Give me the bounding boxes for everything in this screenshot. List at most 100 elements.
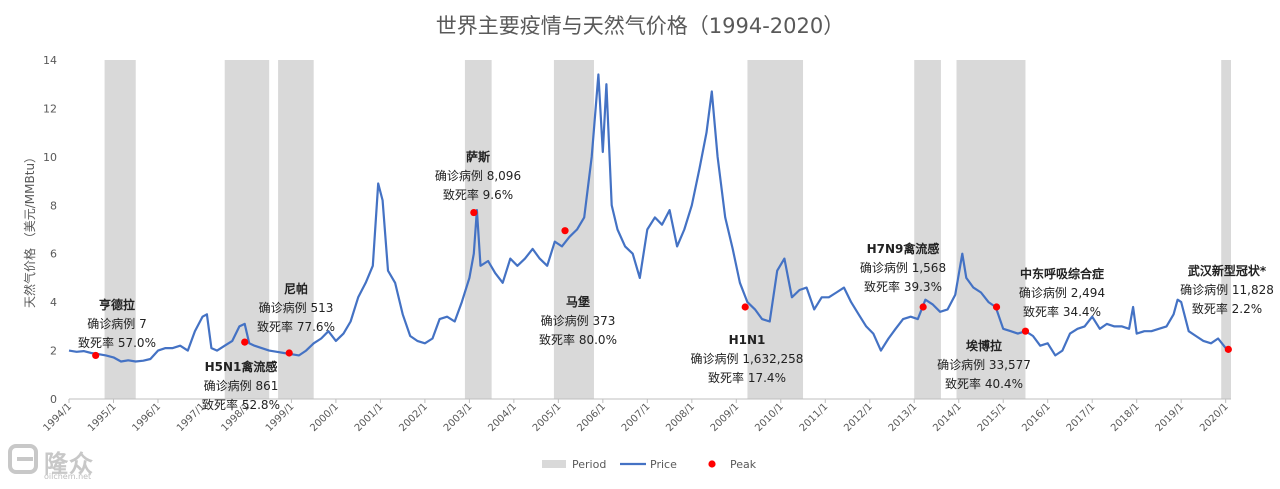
annotation-4: 马堡确诊病例 373 致死率 80.0%: [488, 293, 668, 350]
annotation-3: 萨斯确诊病例 8,096 致死率 9.6%: [388, 148, 568, 205]
y-axis-label: 天然气价格 （美元/MMBtu）: [22, 151, 37, 308]
x-tick-label: 1995/1: [86, 401, 119, 434]
annotation-cases: 确诊病例 2,494: [1018, 286, 1106, 300]
x-tick-label: 1994/1: [41, 401, 74, 434]
legend-swatch-peak: [708, 460, 716, 468]
peak-dot: [1021, 327, 1030, 335]
annotation-cases: 确诊病例 7: [87, 317, 147, 331]
x-tick-label: 2019/1: [1154, 401, 1187, 434]
peak-dot: [241, 338, 249, 346]
annotation-cases: 确诊病例 1,632,258: [690, 352, 804, 366]
annotation-rate: 致死率 9.6%: [442, 188, 514, 202]
annotation-rate: 致死率 57.0%: [78, 336, 156, 350]
annotation-name: 中东呼吸综合症: [1019, 267, 1104, 281]
annotation-rate: 致死率 52.8%: [202, 398, 280, 412]
x-tick-label: 2013/1: [887, 401, 920, 434]
annotation-name: 亨德拉: [98, 298, 135, 312]
annotation-cases: 确诊病例 8,096: [434, 169, 522, 183]
annotation-name: 埃博拉: [965, 339, 1002, 353]
period-band: [104, 60, 136, 399]
oilchem-logo: 隆众 oilchem.net: [8, 444, 123, 484]
annotation-cases: 确诊病例 33,577: [937, 358, 1031, 372]
logo-brand: 隆众: [44, 450, 94, 478]
period-band: [956, 60, 1026, 399]
annotation-2: 尼帕确诊病例 513 致死率 77.6%: [206, 280, 386, 337]
legend-label: Period: [572, 458, 606, 471]
logo-icon: [8, 444, 38, 474]
x-tick-label: 2002/1: [397, 401, 430, 434]
legend-label: Price: [650, 458, 677, 471]
y-tick-label: 10: [43, 151, 57, 164]
chart-title: 世界主要疫情与天然气价格（1994-2020）: [435, 14, 845, 38]
x-tick-label: 2008/1: [664, 401, 697, 434]
annotation-rate: 致死率 2.2%: [1191, 302, 1263, 316]
annotation-rate: 致死率 80.0%: [539, 333, 617, 347]
x-tick-label: 2009/1: [709, 401, 742, 434]
x-tick-label: 2005/1: [531, 401, 564, 434]
x-tick-label: 2007/1: [620, 401, 653, 434]
period-band: [553, 60, 594, 399]
y-tick-label: 2: [50, 345, 57, 358]
period-band: [1221, 60, 1231, 399]
annotation-8: 中东呼吸综合症 确诊病例 2,494 致死率 34.4%: [972, 265, 1152, 322]
peak-dot: [285, 349, 293, 357]
peak-markers: [92, 208, 1232, 360]
price-series: [68, 73, 1230, 363]
peak-dot: [92, 351, 100, 360]
period-band: [914, 60, 941, 399]
annotation-name: 武汉新型冠状*: [1187, 264, 1267, 278]
annotation-rate: 致死率 77.6%: [257, 320, 335, 334]
x-tick-label: 2014/1: [931, 401, 964, 434]
y-tick-label: 12: [43, 102, 57, 115]
logo-url: oilchem.net: [44, 472, 92, 481]
y-tick-label: 6: [50, 248, 57, 261]
annotation-name: H5N1禽流感: [204, 360, 278, 374]
annotation-name: 尼帕: [283, 282, 308, 296]
peak-dot: [470, 208, 478, 217]
x-tick-label: 2016/1: [1020, 401, 1053, 434]
annotation-7: 埃博拉确诊病例 33,577 致死率 40.4%: [894, 337, 1074, 394]
annotation-1: H5N1禽流感 确诊病例 861 致死率 52.8%: [151, 358, 331, 415]
y-tick-label: 0: [50, 393, 57, 406]
legend-swatch-period: [542, 460, 566, 468]
x-tick-label: 2003/1: [442, 401, 475, 434]
x-tick-label: 2001/1: [353, 401, 386, 434]
annotation-6: H7N9禽流感 确诊病例 1,568 致死率 39.3%: [813, 240, 993, 297]
annotation-rate: 致死率 39.3%: [864, 280, 942, 294]
annotation-name: H1N1: [728, 333, 766, 347]
price-line: [68, 73, 1230, 363]
annotation-name: H7N9禽流感: [866, 242, 940, 256]
annotation-rate: 致死率 17.4%: [708, 371, 786, 385]
annotation-cases: 确诊病例 373: [540, 314, 616, 328]
x-tick-label: 2020/1: [1198, 401, 1231, 434]
annotation-cases: 确诊病例 1,568: [859, 261, 947, 275]
period-band: [278, 60, 314, 399]
y-tick-label: 14: [43, 54, 57, 67]
annotation-name: 马堡: [565, 295, 590, 309]
annotation-rate: 致死率 40.4%: [945, 377, 1023, 391]
annotation-5: H1N1 确诊病例 1,632,258 致死率 17.4%: [657, 331, 837, 388]
x-tick-label: 2010/1: [753, 401, 786, 434]
peak-dot: [992, 303, 1001, 311]
x-tick-label: 2006/1: [575, 401, 608, 434]
x-tick-label: 2004/1: [486, 401, 519, 434]
peak-dot: [1224, 345, 1232, 353]
x-tick-label: 2011/1: [798, 401, 831, 434]
x-tick-label: 2015/1: [976, 401, 1009, 434]
annotation-0: 亨德拉确诊病例 7 致死率 57.0%: [27, 296, 207, 353]
y-tick-label: 8: [50, 199, 57, 212]
annotation-cases: 确诊病例 513: [258, 301, 334, 315]
peak-dot: [919, 303, 927, 311]
annotation-rate: 致死率 34.4%: [1023, 305, 1101, 319]
x-tick-label: 2012/1: [842, 401, 875, 434]
period-band: [747, 60, 804, 399]
peak-dot: [741, 303, 749, 311]
annotation-9: 武汉新型冠状* 确诊病例 11,828 致死率 2.2%: [1137, 262, 1280, 319]
annotation-cases: 确诊病例 861: [203, 379, 279, 393]
peak-dot: [561, 227, 569, 235]
x-tick-label: 2017/1: [1065, 401, 1098, 434]
y-tick-label: 4: [50, 296, 57, 309]
annotation-name: 萨斯: [465, 150, 490, 164]
legend: Period Price Peak: [542, 458, 757, 471]
